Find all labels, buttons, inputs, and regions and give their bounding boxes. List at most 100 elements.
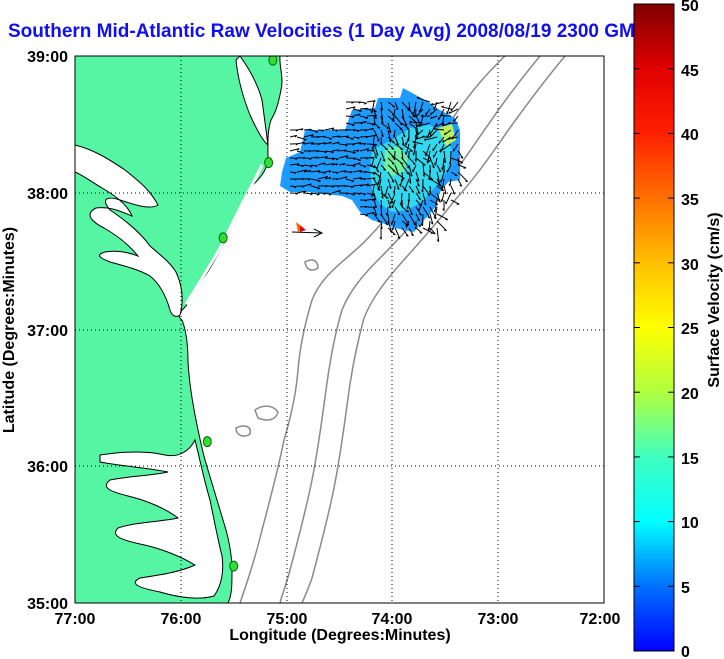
velocity-arrow-head [444,191,447,195]
velocity-arrow-head [440,199,443,202]
velocity-arrow [429,192,440,201]
velocity-arrow-head [374,205,377,208]
velocity-arrow [436,213,449,221]
velocity-arrow-head [406,128,410,130]
velocity-arrow-head [349,171,353,174]
x-axis: 77:00 76:00 75:00 74:00 73:00 72:00 Long… [55,611,621,644]
velocity-arrow-head [331,127,335,130]
velocity-arrow [366,149,375,152]
velocity-arrow [429,185,431,194]
velocity-arrow [387,227,396,236]
velocity-arrow [401,108,405,120]
pamlico-sound [99,438,224,599]
velocity-arrow-head [442,208,445,212]
velocity-arrow [384,185,389,197]
velocity-arrow-head [412,163,416,165]
velocity-arrow-head [360,122,364,125]
velocity-arrow [359,164,367,167]
velocity-arrow [442,157,445,171]
velocity-arrow [296,190,307,194]
velocity-arrow [419,220,424,228]
velocity-arrow [441,106,452,110]
velocity-arrow [359,115,369,119]
velocity-arrow [435,122,445,128]
velocity-arrow [430,115,438,120]
velocity-arrow-head [428,190,431,194]
velocity-arrow [433,150,438,158]
velocity-arrow [387,143,395,150]
velocity-arrow [406,220,410,228]
velocity-arrow [414,108,417,118]
velocity-arrow [366,177,376,180]
velocity-arrow [376,157,382,170]
velocity-arrow-head [392,117,395,121]
velocity-arrow-head [358,142,362,145]
velocity-arrow-head [338,190,341,193]
velocity-arrow-head [388,140,392,143]
velocity-arrow-head [391,156,395,158]
velocity-arrow [324,157,335,160]
velocity-arrow-head [294,186,297,189]
velocity-arrow-head [441,105,444,108]
velocity-arrow [401,157,410,169]
velocity-arrow [451,129,459,140]
velocity-arrow [296,150,304,154]
velocity-arrow [387,136,396,144]
velocity-arrow-head [441,186,443,189]
velocity-arrow [338,143,348,146]
velocity-arrow [422,164,425,177]
velocity-arrow-head [439,149,442,152]
velocity-arrow-head [345,144,348,147]
velocity-arrow-head [329,141,332,145]
velocity-arrow [428,220,431,231]
velocity-arrow [324,150,334,153]
velocity-arrow [373,192,377,201]
velocity-arrow [303,183,312,187]
velocity-arrow-head [358,159,361,162]
radar-station-marker [202,436,212,448]
velocity-arrow [415,185,421,194]
velocity-arrow [393,108,396,121]
velocity-arrow-head [411,233,414,237]
velocity-arrow-head [335,129,339,132]
velocity-arrow-head [328,170,332,173]
velocity-arrow [387,101,396,108]
velocity-arrow-head [443,160,446,164]
velocity-arrow-head [412,115,415,118]
velocity-arrow [345,164,356,167]
velocity-arrow-head [371,147,374,150]
velocity-arrow-head [397,213,401,216]
velocity-arrow-head [352,165,356,168]
velocity-arrow [408,101,411,110]
velocity-arrow [434,157,438,166]
velocity-arrow-head [412,223,416,226]
velocity-arrow-head [370,110,373,114]
velocity-arrow [359,205,367,208]
velocity-arrow-head [420,114,424,117]
velocity-arrow-head [392,134,395,138]
y-tick: 39:00 [27,49,68,66]
velocity-arrow-head [352,193,356,196]
velocity-arrow-head [371,149,375,152]
velocity-arrow [450,101,459,112]
velocity-arrow [408,115,417,123]
velocity-arrow [310,156,318,159]
velocity-arrow [317,176,328,180]
velocity-arrow-head [375,153,379,156]
colorbar-label: Surface Velocity (cm/s) [706,212,723,387]
radar-station-marker [229,560,239,572]
velocity-arrow-head [426,160,429,164]
velocity-arrow [429,227,436,235]
velocity-arrow-head [372,166,376,169]
y-tick: 38:00 [27,186,68,203]
velocity-arrow [359,213,368,216]
velocity-arrow [352,157,361,161]
velocity-arrow [444,129,452,136]
velocity-arrow [289,163,300,166]
velocity-arrow-head [335,163,339,166]
velocity-arrow [310,164,318,167]
velocity-arrow [415,213,421,221]
velocity-arrow-head [389,230,393,233]
velocity-arrow [445,192,452,205]
velocity-arrow-head [309,128,312,132]
